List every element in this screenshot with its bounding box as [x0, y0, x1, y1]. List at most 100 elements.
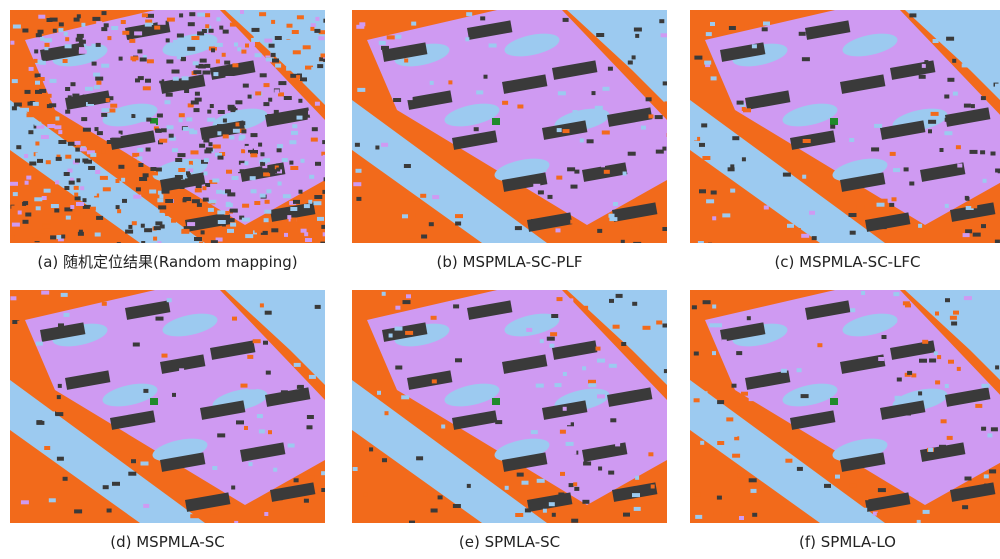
- map-noise: [263, 158, 270, 162]
- map-noise: [10, 182, 18, 186]
- map-noise: [75, 196, 81, 200]
- map-noise: [208, 208, 214, 212]
- map-noise: [154, 26, 160, 30]
- map-noise: [296, 75, 300, 79]
- map-noise: [913, 403, 917, 407]
- map-noise: [563, 421, 571, 425]
- map-noise: [17, 87, 25, 91]
- map-noise: [922, 340, 928, 344]
- map-noise: [323, 155, 329, 159]
- map-noise: [271, 20, 275, 24]
- map-noise: [304, 204, 310, 208]
- map-noise: [962, 493, 968, 497]
- map-noise: [128, 472, 136, 476]
- map-noise: [162, 190, 170, 194]
- map-noise: [558, 91, 566, 95]
- map-noise: [290, 166, 298, 170]
- map-noise: [432, 195, 439, 199]
- map-noise: [73, 152, 80, 156]
- map-noise: [515, 513, 523, 517]
- map-noise: [223, 134, 229, 138]
- map-noise: [227, 192, 235, 196]
- map-noise: [235, 100, 242, 104]
- map-noise: [143, 389, 148, 393]
- map-noise: [621, 240, 625, 244]
- map-noise: [131, 459, 136, 463]
- map-noise: [231, 486, 235, 490]
- map-noise: [213, 72, 218, 76]
- map-noise: [86, 42, 91, 46]
- map-noise: [229, 136, 234, 140]
- map-noise: [75, 222, 79, 226]
- map-noise: [25, 181, 29, 185]
- map-noise: [710, 22, 715, 26]
- map-noise: [139, 177, 147, 181]
- map-noise: [217, 17, 221, 21]
- map-noise: [597, 394, 605, 398]
- map-noise: [395, 35, 401, 39]
- map-noise: [245, 146, 253, 150]
- map-noise: [311, 23, 316, 27]
- map-noise: [961, 238, 967, 242]
- map-noise: [80, 186, 84, 190]
- map-noise: [538, 168, 546, 172]
- map-noise: [656, 321, 662, 325]
- map-noise: [230, 223, 236, 227]
- map-noise: [65, 110, 70, 114]
- map-noise: [261, 152, 265, 156]
- map-noise: [996, 369, 1000, 373]
- map-noise: [157, 241, 161, 245]
- map-noise: [634, 28, 642, 32]
- map-noise: [962, 505, 968, 509]
- map-noise: [310, 27, 314, 31]
- map-noise: [304, 232, 308, 236]
- map-noise: [573, 482, 577, 486]
- map-noise: [198, 65, 206, 69]
- map-noise: [822, 18, 826, 22]
- map-noise: [116, 205, 120, 209]
- map-noise: [453, 504, 461, 508]
- map-noise: [897, 378, 902, 382]
- map-noise: [241, 129, 246, 133]
- map-noise: [77, 14, 81, 18]
- map-noise: [194, 237, 202, 241]
- map-noise: [963, 233, 970, 237]
- map-noise: [824, 484, 831, 488]
- map-noise: [937, 355, 941, 359]
- map-noise: [711, 76, 717, 80]
- map-noise: [232, 176, 239, 180]
- map-noise: [582, 366, 586, 370]
- map-noise: [587, 139, 594, 143]
- map-noise: [709, 323, 716, 327]
- map-noise: [694, 352, 699, 356]
- map-noise: [145, 79, 151, 83]
- map-noise: [81, 117, 87, 121]
- map-noise: [567, 167, 575, 171]
- map-object: [492, 118, 500, 125]
- map-noise: [742, 157, 746, 161]
- map-noise: [155, 129, 160, 133]
- map-noise: [293, 200, 300, 204]
- map-noise: [90, 207, 96, 211]
- map-noise: [191, 36, 199, 40]
- map-noise: [228, 107, 236, 111]
- map-noise: [202, 186, 206, 190]
- map-noise: [141, 224, 145, 228]
- map-noise: [66, 216, 71, 220]
- map-noise: [251, 38, 259, 42]
- map-noise: [187, 47, 195, 51]
- map-noise: [495, 420, 502, 424]
- map-noise: [172, 148, 178, 152]
- map-noise: [881, 225, 887, 229]
- map-noise: [971, 104, 975, 108]
- map-noise: [856, 205, 864, 209]
- map-noise: [268, 32, 274, 36]
- map-noise: [263, 102, 269, 106]
- map-noise: [273, 468, 277, 472]
- map-noise: [659, 19, 664, 23]
- map-noise: [877, 513, 884, 517]
- map-noise: [36, 420, 42, 424]
- map-noise: [90, 153, 96, 157]
- map-noise: [138, 163, 143, 167]
- map-noise: [158, 205, 166, 209]
